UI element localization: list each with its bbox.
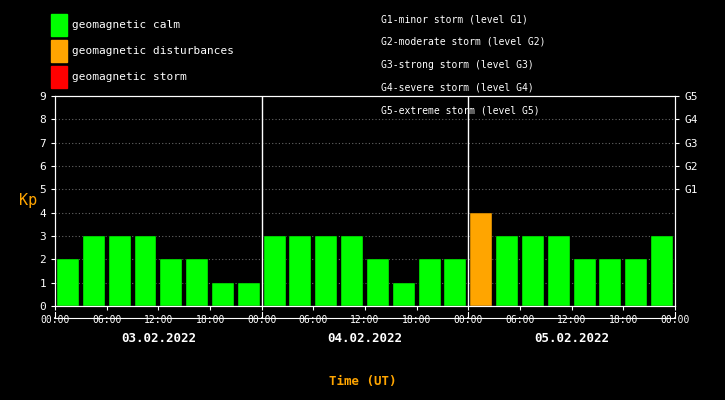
Text: G1-minor storm (level G1): G1-minor storm (level G1) xyxy=(381,14,528,24)
Bar xyxy=(548,236,570,306)
Bar xyxy=(341,236,363,306)
Bar xyxy=(496,236,518,306)
Bar xyxy=(522,236,544,306)
Text: 04.02.2022: 04.02.2022 xyxy=(328,332,402,344)
Bar xyxy=(625,259,647,306)
Bar xyxy=(471,213,492,306)
Bar xyxy=(444,259,466,306)
Text: G5-extreme storm (level G5): G5-extreme storm (level G5) xyxy=(381,105,539,115)
Text: Time (UT): Time (UT) xyxy=(328,375,397,388)
Bar xyxy=(57,259,79,306)
Bar xyxy=(393,283,415,306)
Bar xyxy=(264,236,286,306)
Text: G3-strong storm (level G3): G3-strong storm (level G3) xyxy=(381,60,534,70)
Bar xyxy=(600,259,621,306)
Bar xyxy=(83,236,105,306)
Text: geomagnetic disturbances: geomagnetic disturbances xyxy=(72,46,234,56)
Text: 03.02.2022: 03.02.2022 xyxy=(121,332,196,344)
Bar xyxy=(315,236,337,306)
Text: G2-moderate storm (level G2): G2-moderate storm (level G2) xyxy=(381,37,545,47)
Bar xyxy=(238,283,260,306)
Bar xyxy=(160,259,182,306)
Bar xyxy=(651,236,673,306)
Bar xyxy=(135,236,157,306)
Text: 05.02.2022: 05.02.2022 xyxy=(534,332,609,344)
Bar xyxy=(367,259,389,306)
Bar xyxy=(212,283,234,306)
Bar xyxy=(186,259,208,306)
Bar xyxy=(573,259,595,306)
Bar xyxy=(109,236,130,306)
Text: geomagnetic calm: geomagnetic calm xyxy=(72,20,181,30)
Y-axis label: Kp: Kp xyxy=(19,194,37,208)
Text: geomagnetic storm: geomagnetic storm xyxy=(72,72,187,82)
Bar xyxy=(289,236,312,306)
Text: G4-severe storm (level G4): G4-severe storm (level G4) xyxy=(381,82,534,92)
Bar xyxy=(418,259,441,306)
